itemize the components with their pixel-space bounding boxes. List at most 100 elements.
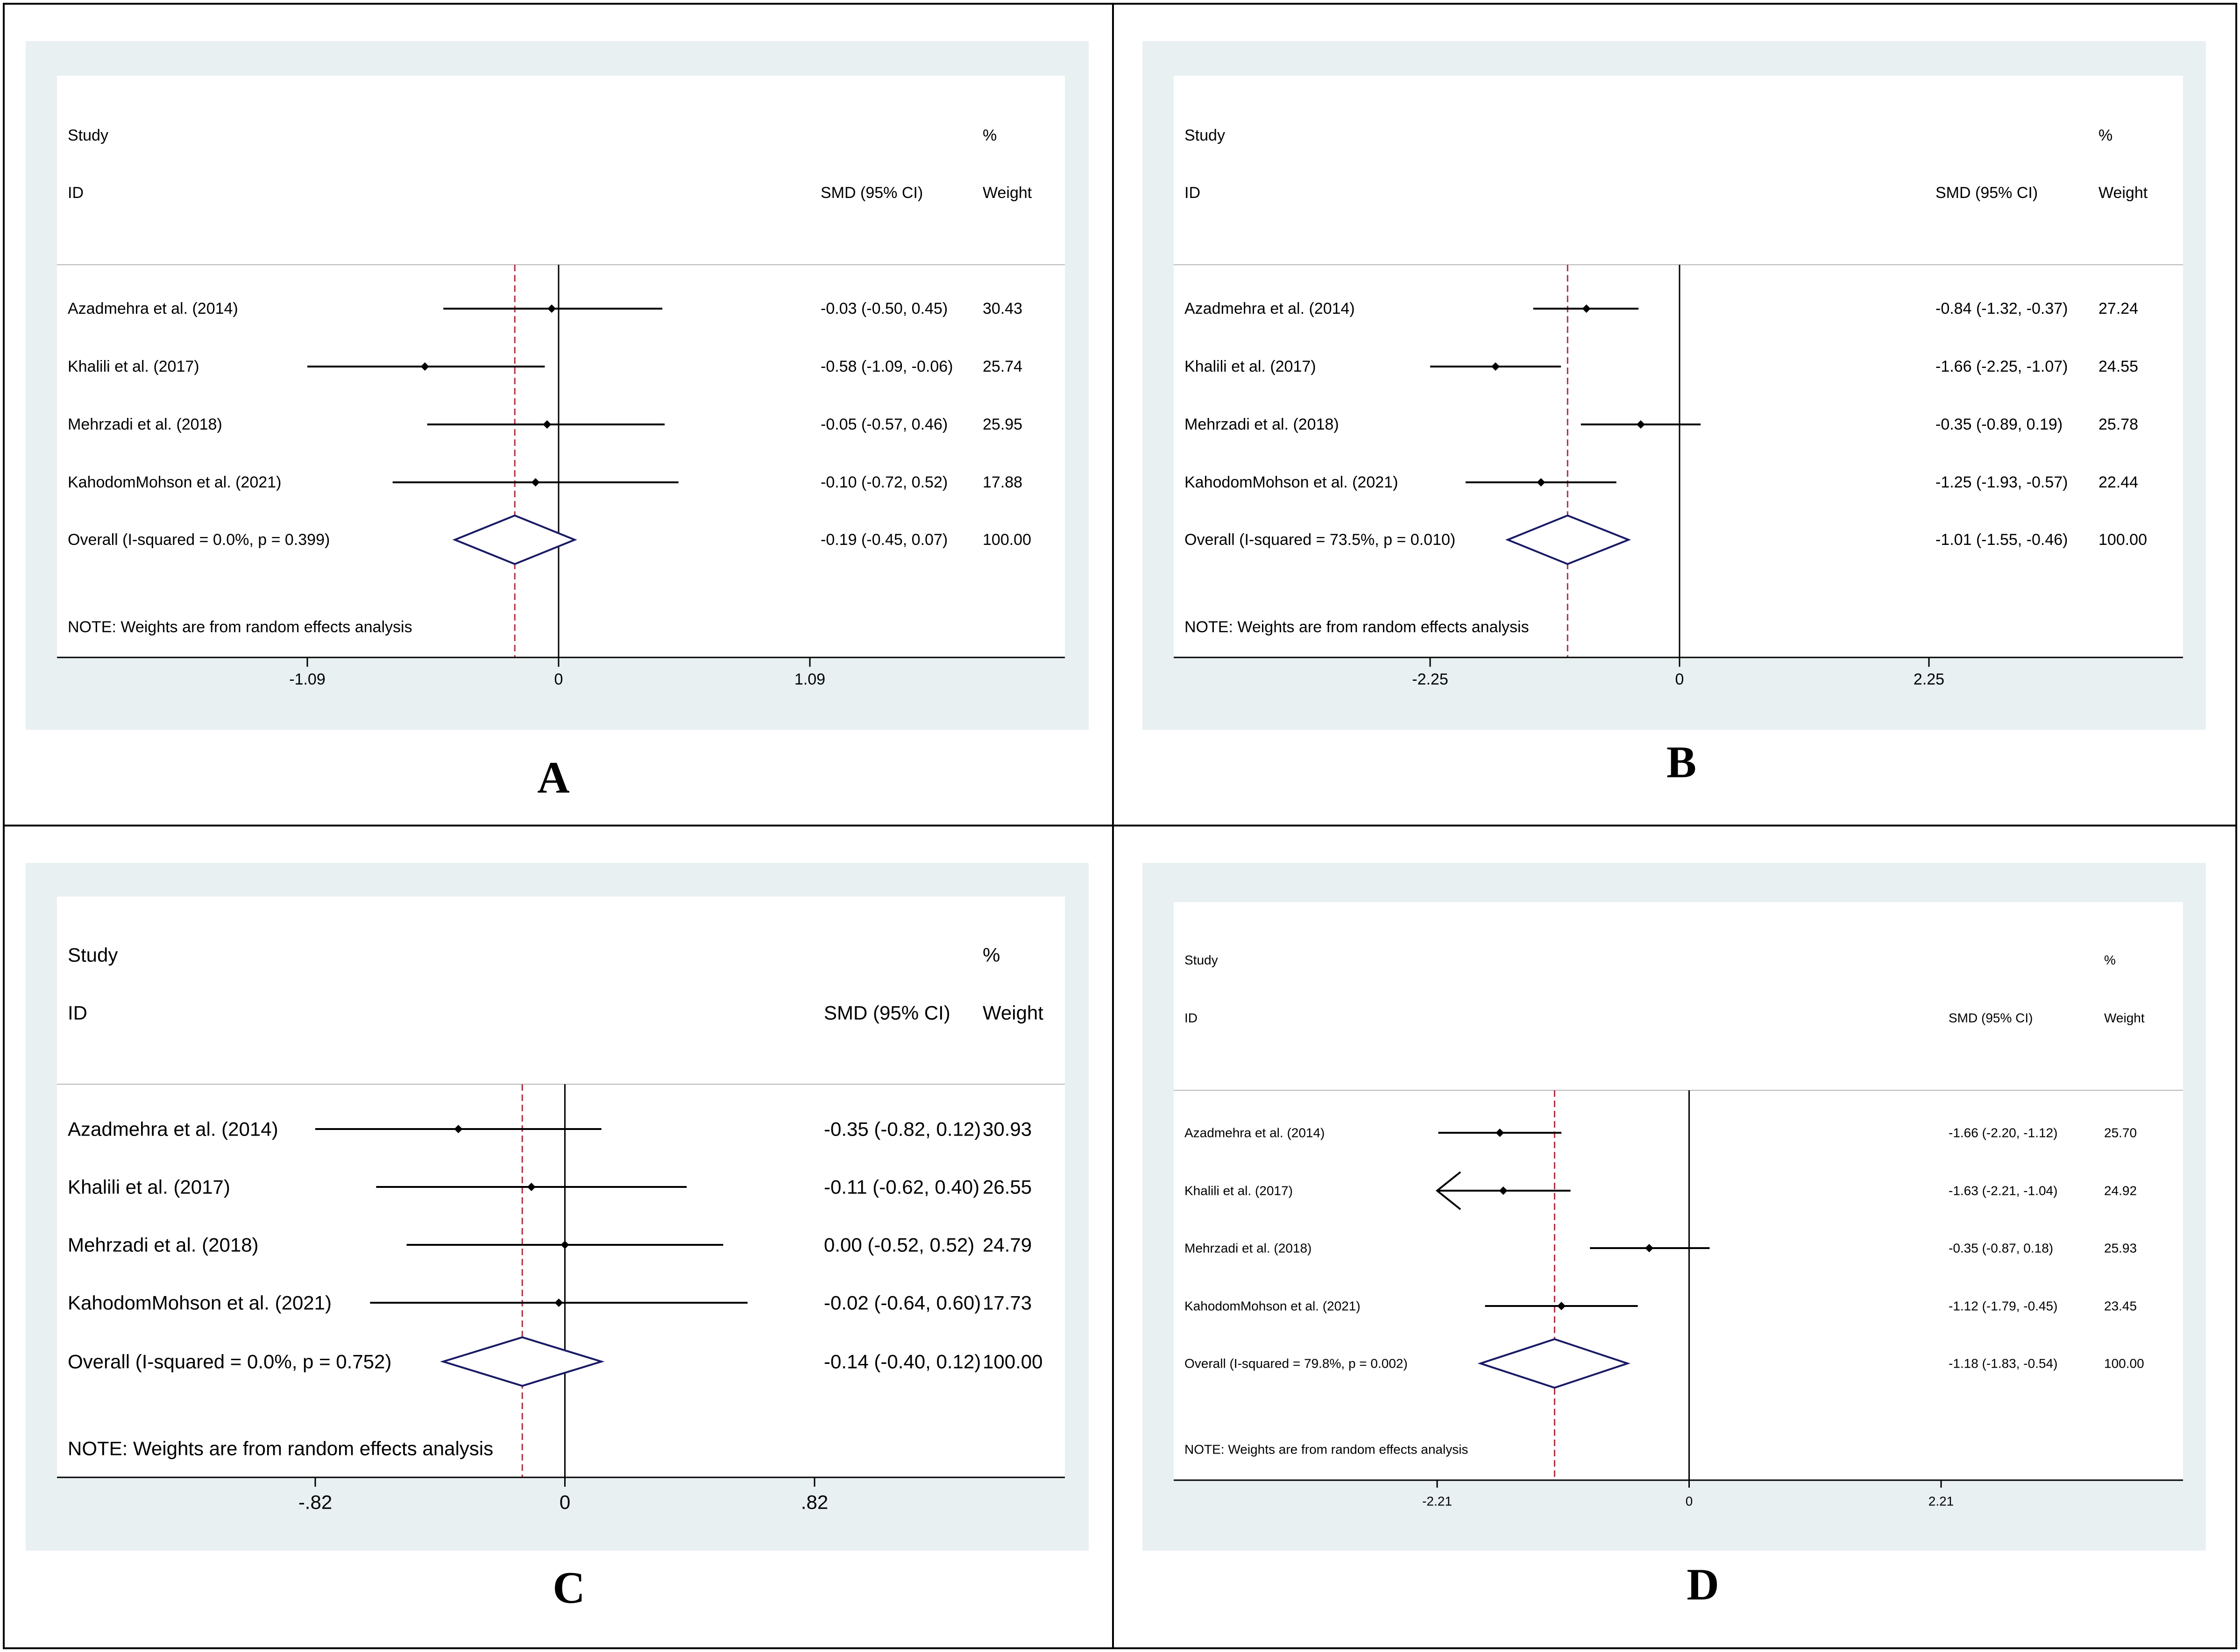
header-effect: SMD (95% CI) [1949,1011,2033,1025]
forest-panel-b: Study ID SMD (95% CI)% Weight Azadmehra et a… [1112,3,2237,826]
panel-border [1112,825,2237,1649]
header-effect: SMD (95% CI) [821,184,923,202]
point-estimate [527,1183,536,1191]
forest-panel-d: Study ID SMD (95% CI)% Weight Azadmehra et a… [1112,825,2237,1649]
study-weight: 24.55 [2098,358,2138,375]
study-ci: -0.10 (-0.72, 0.52) [821,473,948,491]
overall-diamond [452,514,577,565]
overall-weight: 100.00 [2098,531,2147,549]
study-weight: 27.24 [2098,300,2138,318]
point-estimate [543,420,552,429]
point-estimate [554,1299,563,1307]
study-name: Mehrzadi et al. (2018) [1184,416,1339,433]
study-name: KahodomMohson et al. (2021) [68,1292,332,1314]
x-tick-label: .82 [801,1491,828,1513]
point-estimate [1499,1186,1508,1195]
header-percent: % [983,944,1000,966]
header-weight: Weight [983,184,1032,202]
panel-letter: B [1666,737,1696,787]
overall-ci: -1.01 (-1.55, -0.46) [1935,531,2068,549]
x-tick-label: -1.09 [289,671,326,688]
study-ci: -1.63 (-2.21, -1.04) [1949,1184,2057,1198]
point-estimate [531,478,540,487]
x-tick-label: 0 [1675,671,1684,688]
overall-diamond [439,1336,605,1387]
study-ci: -0.35 (-0.87, 0.18) [1949,1241,2053,1256]
point-estimate [1496,1129,1504,1137]
study-weight: 24.79 [983,1234,1032,1256]
study-name: Khalili et al. (2017) [68,358,199,375]
x-tick-label: -2.25 [1412,671,1448,688]
study-ci: -1.66 (-2.25, -1.07) [1935,358,2068,375]
plot-area [57,76,1065,657]
study-ci: -1.66 (-2.20, -1.12) [1949,1126,2057,1140]
header-percent: % [983,127,997,144]
study-name: KahodomMohson et al. (2021) [1184,473,1398,491]
plot-area [1174,902,2183,1480]
overall-label: Overall (I-squared = 0.0%, p = 0.399) [68,531,330,549]
overall-diamond [1505,514,1631,565]
overall-ci: -1.18 (-1.83, -0.54) [1949,1356,2057,1371]
study-ci: -0.11 (-0.62, 0.40) [824,1176,979,1198]
panel-letter: D [1687,1560,1719,1610]
point-estimate [547,304,556,313]
study-weight: 25.78 [2098,416,2138,433]
point-estimate [454,1125,463,1133]
study-weight: 24.92 [2104,1184,2137,1198]
study-weight: 30.93 [983,1118,1032,1140]
study-ci: -1.25 (-1.93, -0.57) [1935,473,2068,491]
study-ci: -0.35 (-0.89, 0.19) [1935,416,2063,433]
overall-weight: 100.00 [983,1351,1042,1373]
point-estimate [1582,304,1591,313]
forest-panel-a: Study ID SMD (95% CI)% Weight Azadmehra et a… [3,3,1114,826]
panel-letter: C [553,1563,585,1613]
study-name: Khalili et al. (2017) [1184,1184,1293,1198]
study-ci: -0.03 (-0.50, 0.45) [821,300,948,318]
analysis-note: NOTE: Weights are from random effects an… [1184,1442,1468,1457]
header-id: ID [1184,184,1200,202]
study-weight: 25.74 [983,358,1022,375]
x-tick-label: 0 [560,1491,570,1513]
study-ci: -0.05 (-0.57, 0.46) [821,416,948,433]
point-estimate [1645,1244,1654,1252]
point-estimate [560,1241,569,1249]
header-effect: SMD (95% CI) [1935,184,2038,202]
study-ci: -0.58 (-1.09, -0.06) [821,358,953,375]
overall-ci: -0.19 (-0.45, 0.07) [821,531,948,549]
overall-weight: 100.00 [983,531,1031,549]
x-tick-label: 1.09 [794,671,825,688]
panel-letter: A [537,753,569,803]
study-weight: 30.43 [983,300,1022,318]
study-weight: 25.95 [983,416,1022,433]
overall-label: Overall (I-squared = 79.8%, p = 0.002) [1184,1356,1408,1371]
study-ci: 0.00 (-0.52, 0.52) [824,1234,974,1256]
point-estimate [1537,478,1545,487]
overall-label: Overall (I-squared = 73.5%, p = 0.010) [1184,531,1455,549]
study-name: Mehrzadi et al. (2018) [68,416,222,433]
header-id: ID [68,1002,87,1024]
header-percent: % [2104,953,2116,967]
study-weight: 17.88 [983,473,1022,491]
study-name: Azadmehra et al. (2014) [1184,1126,1325,1140]
analysis-note: NOTE: Weights are from random effects an… [1184,618,1529,636]
study-name: KahodomMohson et al. (2021) [1184,1299,1361,1313]
study-name: Azadmehra et al. (2014) [68,1118,278,1140]
plot-area [1174,76,2183,657]
header-id: ID [68,184,84,202]
point-estimate [1557,1302,1566,1310]
study-weight: 22.44 [2098,473,2138,491]
study-weight: 25.70 [2104,1126,2137,1140]
analysis-note: NOTE: Weights are from random effects an… [68,1438,493,1460]
header-weight: Weight [983,1002,1043,1024]
overall-label: Overall (I-squared = 0.0%, p = 0.752) [68,1351,391,1373]
analysis-note: NOTE: Weights are from random effects an… [68,618,412,636]
header-study: Study [1184,953,1218,967]
forest-panel-c: Study ID SMD (95% CI)% Weight Azadmehra et a… [3,825,1114,1649]
x-tick-label: -.82 [298,1491,332,1513]
study-weight: 25.93 [2104,1241,2137,1256]
study-ci: -0.84 (-1.32, -0.37) [1935,300,2068,318]
x-tick-label: 2.25 [1914,671,1944,688]
header-weight: Weight [2098,184,2148,202]
overall-ci: -0.14 (-0.40, 0.12) [824,1351,981,1373]
x-tick-label: 2.21 [1928,1494,1954,1509]
